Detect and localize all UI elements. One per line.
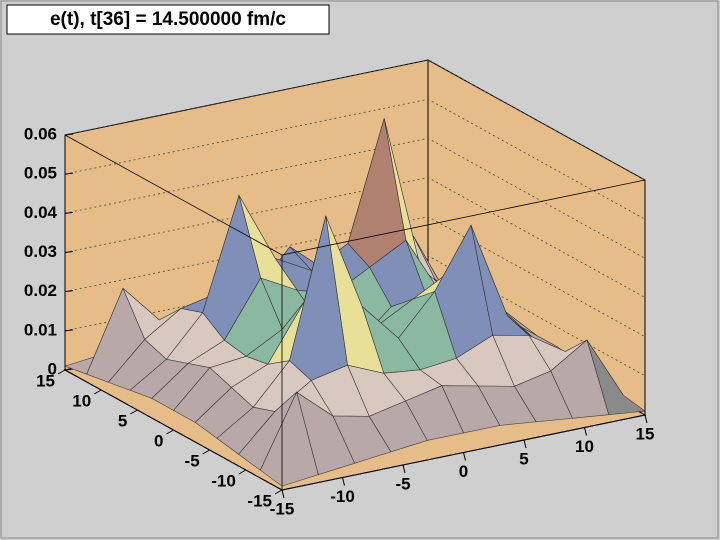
z-tick-label: 0.04 <box>24 203 58 222</box>
x-tick-label: -15 <box>270 499 295 518</box>
z-tick <box>64 368 74 371</box>
y-tick-label: 0 <box>154 431 163 450</box>
grid-line <box>64 216 646 338</box>
x-tick <box>281 489 285 499</box>
x-tick-label: 10 <box>575 437 594 456</box>
y-tick <box>202 449 210 455</box>
y-tick-label: 15 <box>36 371 55 390</box>
title-box <box>6 4 330 35</box>
grid-line <box>64 59 646 181</box>
z-tick-label: 0.02 <box>24 281 57 300</box>
z-tick <box>64 290 74 293</box>
x-tick-label: -5 <box>395 474 410 493</box>
y-tick-label: 10 <box>72 391 91 410</box>
y-tick-label: 5 <box>118 411 127 430</box>
plot-area: 0 0.01 0.02 0.03 0.04 0.05 0.06 -15 -10 -5 0 5 10 15 -… <box>24 59 655 518</box>
grid-line <box>64 98 646 220</box>
y-tick <box>130 409 138 415</box>
z-tick <box>64 172 74 175</box>
z-tick-label: 0.06 <box>24 124 57 143</box>
x-tick <box>463 452 466 461</box>
y-tick <box>238 469 247 475</box>
y-tick <box>274 489 283 495</box>
x-tick-label: 5 <box>519 449 528 468</box>
z-tick <box>64 211 74 214</box>
x-tick-label: -10 <box>330 487 355 506</box>
x-tick <box>644 414 648 424</box>
grid-line <box>64 137 646 259</box>
z-tick-label: 0.01 <box>24 320 57 339</box>
surface-cell <box>259 391 319 487</box>
z-tick <box>64 133 74 136</box>
z-tick <box>64 329 74 332</box>
chart-title: e(t), t[36] = 14.500000 fm/c <box>50 9 286 30</box>
x-tick <box>523 439 527 449</box>
x-tick-label: 15 <box>636 424 655 443</box>
y-tick <box>166 429 174 435</box>
x-tick-label: 0 <box>459 462 468 481</box>
x-tick <box>402 464 406 474</box>
grid-line <box>64 255 646 377</box>
z-tick-label: 0.03 <box>24 242 57 261</box>
z-tick-label: 0 <box>48 359 57 378</box>
y-tick-label: -10 <box>211 471 236 490</box>
z-tick-label: 0.05 <box>24 164 57 183</box>
y-tick <box>57 369 66 375</box>
x-tick <box>584 427 587 436</box>
y-tick-label: -15 <box>247 491 272 510</box>
x-tick <box>342 477 345 486</box>
y-tick <box>93 389 102 395</box>
z-tick <box>64 251 74 253</box>
y-tick-label: -5 <box>185 451 200 470</box>
grid-line <box>64 177 646 298</box>
